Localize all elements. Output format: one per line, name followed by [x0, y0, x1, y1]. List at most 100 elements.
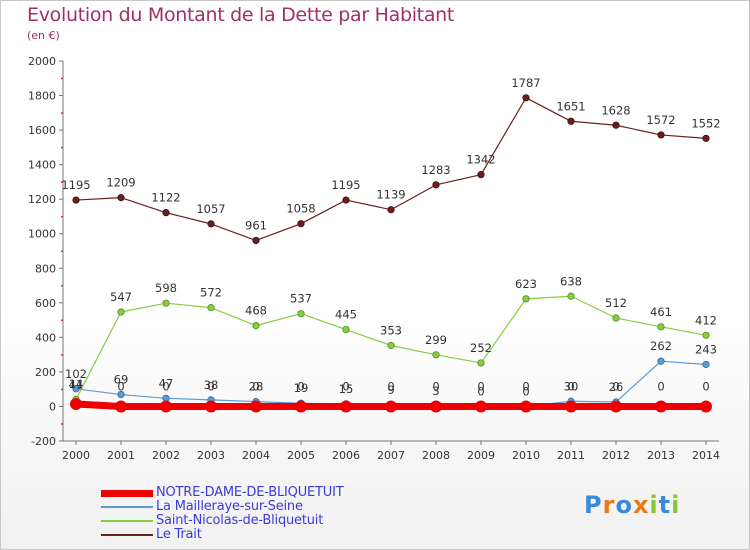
data-label: 572 [200, 286, 222, 300]
logo-letter: r [602, 491, 616, 519]
data-point [387, 341, 395, 350]
data-point [117, 308, 125, 316]
legend-swatch [101, 506, 153, 508]
data-point [385, 400, 397, 413]
data-point [430, 400, 442, 413]
data-label: 38 [204, 378, 219, 392]
logo-letter: P [584, 491, 603, 519]
y-tick-label: 1000 [28, 228, 56, 241]
data-point [207, 220, 215, 228]
y-minor-tick [61, 319, 63, 322]
data-label: 1139 [376, 188, 405, 202]
proxiti-logo: Proxiti [584, 491, 680, 519]
data-point [342, 325, 350, 334]
legend-label: La Mailleraye-sur-Seine [156, 499, 303, 514]
data-label: 0 [477, 379, 484, 393]
legend-label: NOTRE-DAME-DE-BLIQUETUIT [156, 485, 344, 500]
data-point [207, 304, 215, 312]
legend-label: Saint-Nicolas-de-Bliquetuit [156, 513, 324, 528]
x-tick-label: 2001 [107, 449, 135, 462]
x-tick-label: 2007 [377, 449, 405, 462]
data-point [567, 117, 575, 125]
data-label: 1651 [556, 99, 585, 113]
x-tick-label: 2003 [197, 449, 225, 462]
data-point [655, 400, 667, 413]
y-tick-label: 600 [35, 297, 56, 310]
y-tick-label: 1200 [28, 193, 56, 206]
data-label: 30 [564, 379, 579, 393]
y-minor-tick [61, 112, 63, 114]
x-tick-label: 2005 [287, 449, 315, 462]
data-point [387, 206, 395, 214]
data-label: 353 [380, 323, 402, 337]
data-label: 1195 [331, 178, 360, 192]
logo-letter: t [658, 491, 672, 519]
legend-label: Le Trait [156, 527, 202, 542]
data-point [72, 196, 80, 204]
y-tick-label: 1800 [28, 90, 56, 103]
data-point [432, 351, 440, 359]
data-point [72, 385, 80, 393]
series-line [75, 97, 707, 242]
logo-letter: o [615, 491, 633, 519]
y-minor-tick [61, 423, 63, 425]
y-tick-label: 2000 [28, 55, 56, 68]
data-label: 0 [702, 379, 709, 393]
data-label: 299 [425, 333, 447, 347]
axes: -200020040060080010001200140016001800200… [28, 55, 720, 462]
y-minor-tick [61, 285, 63, 287]
legend-swatch [101, 520, 153, 522]
data-point [252, 236, 260, 245]
legend-swatch [101, 534, 153, 536]
x-tick-label: 2006 [332, 449, 360, 462]
data-label: 0 [387, 379, 394, 393]
data-label: 1342 [466, 153, 495, 167]
data-label: 0 [612, 379, 619, 393]
data-label: 0 [522, 384, 529, 398]
x-tick-label: 2004 [242, 449, 270, 462]
data-point [657, 131, 665, 139]
data-point [252, 322, 260, 330]
data-point [475, 400, 487, 413]
data-label: 102 [65, 367, 87, 381]
data-point [657, 323, 665, 331]
data-label: 1787 [511, 76, 540, 90]
data-label: 0 [432, 379, 439, 393]
data-label: 26 [609, 380, 624, 394]
data-label: 1552 [691, 116, 720, 130]
y-minor-tick [61, 77, 63, 80]
x-tick-label: 2008 [422, 449, 450, 462]
data-point [567, 292, 575, 300]
data-label: 1058 [286, 202, 315, 216]
data-label: 0 [657, 379, 664, 393]
data-label: 0 [252, 379, 259, 393]
data-label: 262 [650, 339, 672, 353]
y-tick-label: 0 [49, 400, 56, 413]
data-point [612, 121, 620, 129]
data-label: 537 [290, 292, 312, 306]
data-point [70, 398, 82, 411]
x-tick-label: 2014 [692, 449, 720, 462]
data-point [477, 171, 485, 179]
y-minor-tick [61, 354, 63, 356]
x-tick-label: 2009 [467, 449, 495, 462]
data-label: 1572 [646, 113, 675, 127]
y-tick-label: 800 [35, 262, 56, 275]
data-label: 0 [162, 379, 169, 393]
data-label: 1057 [196, 202, 225, 216]
data-label: 243 [695, 342, 717, 356]
data-label: 0 [207, 379, 214, 393]
y-minor-tick [61, 146, 63, 149]
y-minor-tick [61, 215, 63, 218]
data-label: 445 [335, 308, 357, 322]
data-label: 0 [297, 379, 304, 393]
data-label: 19 [294, 381, 309, 395]
logo-letter: i [671, 491, 681, 519]
data-label: 252 [470, 341, 492, 355]
data-point [702, 360, 710, 369]
x-tick-label: 2012 [602, 449, 630, 462]
data-label: 3 [432, 384, 439, 398]
x-tick-label: 2011 [557, 449, 585, 462]
y-minor-tick [61, 250, 63, 252]
y-tick-label: 1600 [28, 124, 56, 137]
